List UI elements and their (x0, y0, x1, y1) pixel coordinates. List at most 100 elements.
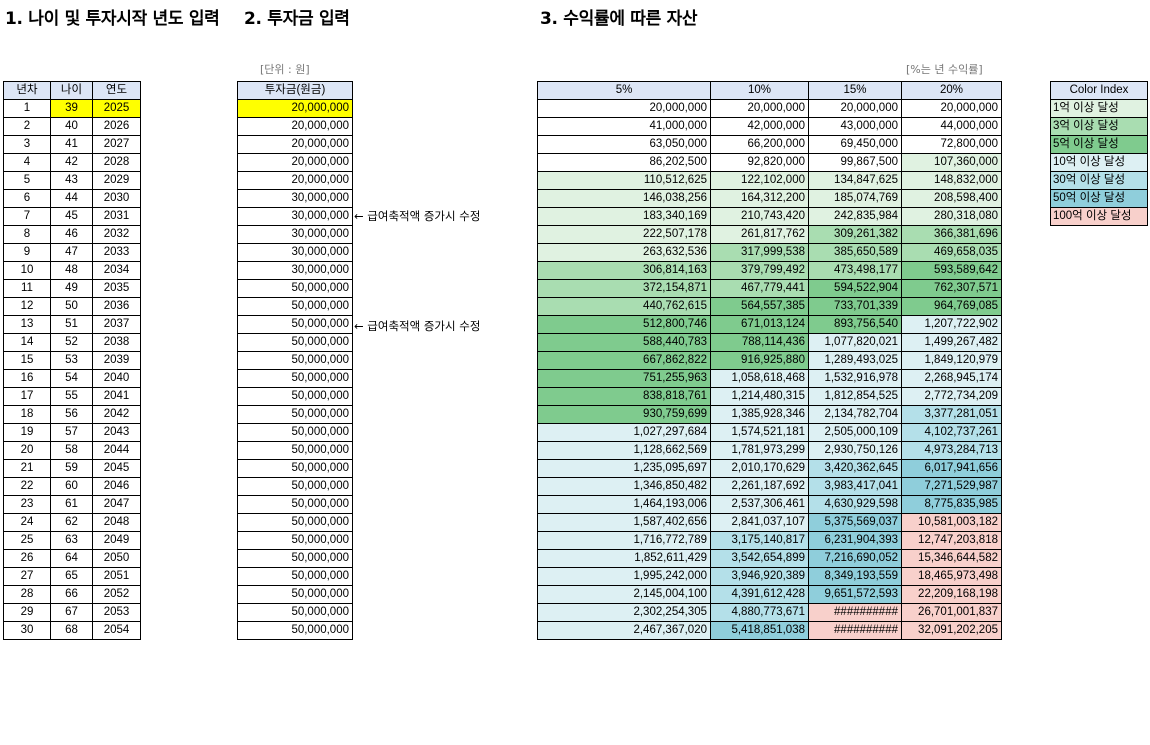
asset-cell[interactable]: 148,832,000 (901, 171, 1002, 190)
header-year-index[interactable]: 년차 (3, 81, 51, 100)
asset-cell[interactable]: 92,820,000 (710, 153, 809, 172)
asset-cell[interactable]: 2,302,254,305 (537, 603, 711, 622)
asset-cell[interactable]: 1,574,521,181 (710, 423, 809, 442)
asset-cell[interactable]: 9,651,572,593 (808, 585, 902, 604)
asset-cell[interactable]: 6,017,941,656 (901, 459, 1002, 478)
year-index-cell[interactable]: 3 (3, 135, 51, 154)
year-index-cell[interactable]: 13 (3, 315, 51, 334)
asset-cell[interactable]: 107,360,000 (901, 153, 1002, 172)
header-rate[interactable]: 10% (710, 81, 809, 100)
year-index-cell[interactable]: 10 (3, 261, 51, 280)
principal-cell[interactable]: 50,000,000 (237, 567, 353, 586)
asset-cell[interactable]: 6,231,904,393 (808, 531, 902, 550)
year-cell[interactable]: 2045 (92, 459, 141, 478)
asset-cell[interactable]: 1,214,480,315 (710, 387, 809, 406)
year-cell[interactable]: 2031 (92, 207, 141, 226)
header-age[interactable]: 나이 (50, 81, 93, 100)
asset-cell[interactable]: 1,716,772,789 (537, 531, 711, 550)
asset-cell[interactable]: 372,154,871 (537, 279, 711, 298)
asset-cell[interactable]: 4,102,737,261 (901, 423, 1002, 442)
age-cell[interactable]: 47 (50, 243, 93, 262)
asset-cell[interactable]: 20,000,000 (537, 99, 711, 118)
age-cell[interactable]: 62 (50, 513, 93, 532)
year-cell[interactable]: 2034 (92, 261, 141, 280)
asset-cell[interactable]: 1,499,267,482 (901, 333, 1002, 352)
asset-cell[interactable]: 916,925,880 (710, 351, 809, 370)
asset-cell[interactable]: 1,289,493,025 (808, 351, 902, 370)
age-cell[interactable]: 58 (50, 441, 93, 460)
asset-cell[interactable]: 469,658,035 (901, 243, 1002, 262)
year-index-cell[interactable]: 14 (3, 333, 51, 352)
asset-cell[interactable]: 440,762,615 (537, 297, 711, 316)
asset-cell[interactable]: 99,867,500 (808, 153, 902, 172)
principal-cell[interactable]: 20,000,000 (237, 99, 353, 118)
asset-cell[interactable]: 3,420,362,645 (808, 459, 902, 478)
asset-cell[interactable]: 838,818,761 (537, 387, 711, 406)
year-cell[interactable]: 2027 (92, 135, 141, 154)
asset-cell[interactable]: 2,145,004,100 (537, 585, 711, 604)
year-cell[interactable]: 2036 (92, 297, 141, 316)
asset-cell[interactable]: 473,498,177 (808, 261, 902, 280)
asset-cell[interactable]: 964,769,085 (901, 297, 1002, 316)
principal-cell[interactable]: 30,000,000 (237, 207, 353, 226)
asset-cell[interactable]: 3,983,417,041 (808, 477, 902, 496)
asset-cell[interactable]: 22,209,168,198 (901, 585, 1002, 604)
year-cell[interactable]: 2033 (92, 243, 141, 262)
principal-cell[interactable]: 50,000,000 (237, 495, 353, 514)
year-cell[interactable]: 2048 (92, 513, 141, 532)
asset-cell[interactable]: 2,134,782,704 (808, 405, 902, 424)
asset-cell[interactable]: 44,000,000 (901, 117, 1002, 136)
age-cell[interactable]: 46 (50, 225, 93, 244)
principal-cell[interactable]: 20,000,000 (237, 135, 353, 154)
asset-cell[interactable]: 588,440,783 (537, 333, 711, 352)
legend-item[interactable]: 5억 이상 달성 (1050, 135, 1148, 154)
asset-cell[interactable]: 1,027,297,684 (537, 423, 711, 442)
year-index-cell[interactable]: 29 (3, 603, 51, 622)
principal-cell[interactable]: 30,000,000 (237, 261, 353, 280)
age-cell[interactable]: 44 (50, 189, 93, 208)
legend-item[interactable]: 30억 이상 달성 (1050, 171, 1148, 190)
year-cell[interactable]: 2028 (92, 153, 141, 172)
asset-cell[interactable]: 309,261,382 (808, 225, 902, 244)
asset-cell[interactable]: 15,346,644,582 (901, 549, 1002, 568)
principal-cell[interactable]: 50,000,000 (237, 549, 353, 568)
principal-cell[interactable]: 50,000,000 (237, 387, 353, 406)
asset-cell[interactable]: 1,532,916,978 (808, 369, 902, 388)
year-index-cell[interactable]: 20 (3, 441, 51, 460)
asset-cell[interactable]: 7,216,690,052 (808, 549, 902, 568)
principal-cell[interactable]: 30,000,000 (237, 225, 353, 244)
principal-cell[interactable]: 50,000,000 (237, 621, 353, 640)
asset-cell[interactable]: ########## (808, 603, 902, 622)
principal-cell[interactable]: 30,000,000 (237, 243, 353, 262)
asset-cell[interactable]: 183,340,169 (537, 207, 711, 226)
age-cell[interactable]: 60 (50, 477, 93, 496)
asset-cell[interactable]: 2,772,734,209 (901, 387, 1002, 406)
header-year[interactable]: 연도 (92, 81, 141, 100)
year-cell[interactable]: 2032 (92, 225, 141, 244)
year-index-cell[interactable]: 6 (3, 189, 51, 208)
principal-cell[interactable]: 50,000,000 (237, 279, 353, 298)
age-cell[interactable]: 56 (50, 405, 93, 424)
age-cell[interactable]: 55 (50, 387, 93, 406)
age-cell[interactable]: 51 (50, 315, 93, 334)
year-cell[interactable]: 2043 (92, 423, 141, 442)
asset-cell[interactable]: 385,650,589 (808, 243, 902, 262)
asset-cell[interactable]: 280,318,080 (901, 207, 1002, 226)
asset-cell[interactable]: 122,102,000 (710, 171, 809, 190)
asset-cell[interactable]: 7,271,529,987 (901, 477, 1002, 496)
asset-cell[interactable]: 3,946,920,389 (710, 567, 809, 586)
asset-cell[interactable]: 4,973,284,713 (901, 441, 1002, 460)
asset-cell[interactable]: 2,268,945,174 (901, 369, 1002, 388)
year-cell[interactable]: 2047 (92, 495, 141, 514)
year-index-cell[interactable]: 23 (3, 495, 51, 514)
year-index-cell[interactable]: 2 (3, 117, 51, 136)
header-rate[interactable]: 5% (537, 81, 711, 100)
principal-cell[interactable]: 50,000,000 (237, 459, 353, 478)
year-index-cell[interactable]: 26 (3, 549, 51, 568)
asset-cell[interactable]: 1,385,928,346 (710, 405, 809, 424)
year-cell[interactable]: 2039 (92, 351, 141, 370)
age-cell[interactable]: 59 (50, 459, 93, 478)
asset-cell[interactable]: 306,814,163 (537, 261, 711, 280)
year-cell[interactable]: 2029 (92, 171, 141, 190)
asset-cell[interactable]: 263,632,536 (537, 243, 711, 262)
